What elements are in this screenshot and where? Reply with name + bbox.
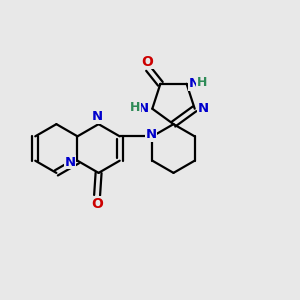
Text: H: H (197, 76, 207, 89)
Text: N: N (188, 77, 200, 90)
Text: O: O (141, 55, 153, 68)
Text: H: H (130, 101, 140, 114)
Text: N: N (145, 128, 157, 141)
Text: N: N (64, 156, 76, 169)
Text: N: N (197, 102, 208, 115)
Text: O: O (91, 196, 103, 211)
Text: N: N (138, 102, 149, 115)
Text: N: N (92, 110, 103, 123)
